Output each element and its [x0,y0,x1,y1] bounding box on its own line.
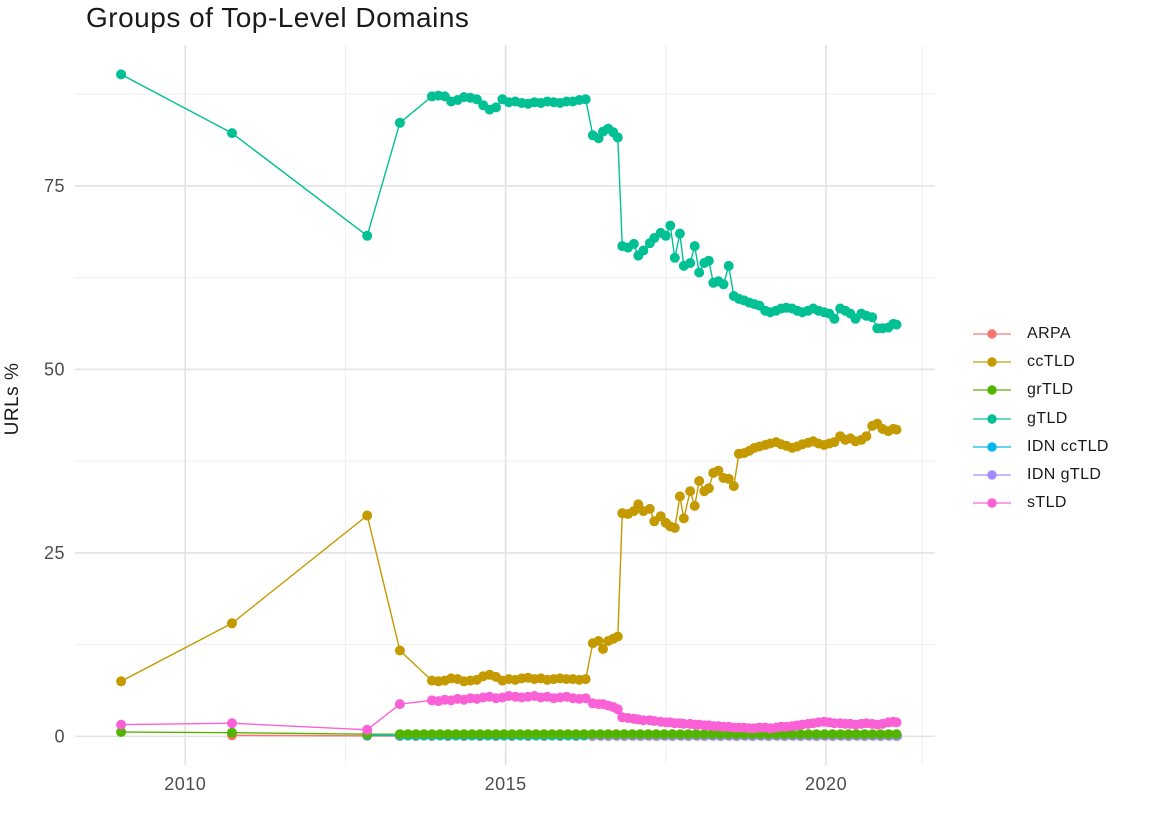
series-gtld [116,69,902,334]
y-tick-label: 50 [44,359,65,379]
y-tick-label: 25 [44,543,65,563]
legend-label-stld: sTLD [1027,494,1067,512]
legend-item-arpa: ARPA [973,320,1109,348]
legend-key-icon-grtld [973,385,1011,396]
legend-item-idn-cctld: IDN ccTLD [973,433,1109,461]
y-axis-ticks: 0 25 50 75 [44,176,65,746]
legend-label-idn-gtld: IDN gTLD [1027,466,1102,484]
legend-label-arpa: ARPA [1027,325,1071,343]
legend-key-icon-stld [973,498,1011,508]
chart-title: Groups of Top-Level Domains [86,2,470,33]
legend: ARPA ccTLD grTLD gTLD IDN ccTLD IDN gTLD sTLD [973,320,1109,517]
x-tick-label: 2020 [805,774,847,794]
y-tick-label: 75 [44,176,65,196]
legend-label-idn-cctld: IDN ccTLD [1027,437,1109,455]
legend-item-gtld: gTLD [973,405,1109,433]
series-line-gtld [120,73,897,329]
legend-item-grtld: grTLD [973,376,1109,404]
legend-key-icon-idn-gtld [973,470,1011,480]
series-cctld [116,418,902,687]
legend-label-grtld: grTLD [1027,381,1074,399]
legend-label-cctld: ccTLD [1027,353,1076,371]
y-tick-label: 0 [54,726,65,746]
gridlines-major [75,45,935,765]
legend-item-idn-gtld: IDN gTLD [973,461,1109,489]
legend-key-icon-gtld [973,413,1011,424]
x-axis-ticks: 2010 2015 2020 [164,774,847,794]
legend-key-icon-cctld [973,357,1011,367]
legend-item-stld: sTLD [973,489,1109,517]
legend-label-gtld: gTLD [1027,409,1068,427]
series-stld [116,691,902,735]
x-tick-label: 2015 [485,774,527,794]
legend-key-icon-arpa [973,329,1011,339]
x-tick-label: 2010 [164,774,206,794]
legend-key-icon-idn-cctld [973,442,1011,452]
legend-item-cctld: ccTLD [973,348,1109,376]
